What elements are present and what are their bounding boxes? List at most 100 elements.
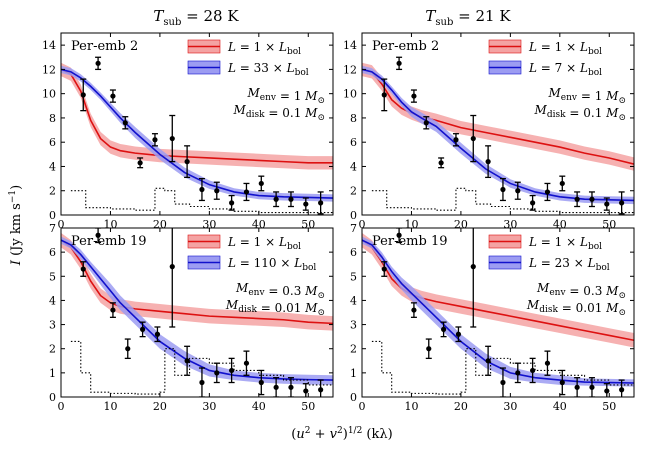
data-point bbox=[243, 350, 250, 376]
data-point bbox=[529, 194, 536, 211]
data-point bbox=[184, 345, 191, 376]
panel-bottom-right: 0 10 20 30 40 50 0 1 2 3 4 5 6 7 Per-emb 19 L = 1 × Lbo… bbox=[350, 222, 635, 413]
annotation: Menv = 1 M⊙ bbox=[548, 86, 627, 106]
y-tick-label: 0 bbox=[49, 209, 56, 222]
y-tick-label: 0 bbox=[350, 391, 357, 404]
panel-frame bbox=[361, 32, 635, 216]
data-marker bbox=[396, 60, 402, 66]
data-marker bbox=[243, 360, 250, 366]
data-point bbox=[213, 362, 220, 384]
x-tick-label: 40 bbox=[553, 400, 567, 413]
legend-entry: L = 1 × Lbol bbox=[187, 234, 301, 252]
y-tick-label: 0 bbox=[49, 391, 56, 404]
data-marker bbox=[381, 266, 387, 272]
data-marker bbox=[125, 346, 131, 352]
data-marker bbox=[169, 264, 175, 270]
data-marker bbox=[154, 331, 161, 337]
y-tick-label: 5 bbox=[350, 270, 357, 283]
data-marker bbox=[441, 326, 447, 332]
data-marker bbox=[258, 379, 264, 386]
y-tick-label: 6 bbox=[49, 136, 56, 149]
data-point bbox=[287, 377, 294, 397]
data-marker bbox=[530, 367, 536, 374]
data-point bbox=[574, 377, 581, 397]
data-point bbox=[287, 191, 294, 208]
data-point bbox=[470, 228, 477, 328]
y-tick-label: 8 bbox=[49, 112, 56, 125]
y-tick-label: 7 bbox=[350, 222, 357, 235]
data-point bbox=[588, 191, 595, 208]
data-point bbox=[438, 157, 445, 169]
data-marker bbox=[243, 189, 250, 195]
legend-label: L = 1 × Lbol bbox=[227, 235, 301, 252]
legend-label: L = 23 × Lbol bbox=[528, 256, 610, 273]
y-tick-label: 4 bbox=[350, 294, 357, 307]
series-line-0 bbox=[61, 239, 333, 325]
data-marker bbox=[288, 196, 294, 202]
data-point bbox=[559, 175, 566, 192]
panel-source-name: Per-emb 2 bbox=[71, 39, 138, 54]
legend-entry: L = 23 × Lbol bbox=[488, 255, 610, 273]
data-point bbox=[618, 191, 625, 215]
x-tick-label: 30 bbox=[503, 400, 517, 413]
data-marker bbox=[199, 186, 205, 193]
data-marker bbox=[411, 307, 417, 313]
data-marker bbox=[619, 200, 625, 206]
x-tick-label: 0 bbox=[359, 400, 366, 413]
y-tick-label: 5 bbox=[49, 270, 56, 283]
series-line-1 bbox=[61, 68, 333, 199]
plot-area bbox=[362, 56, 634, 215]
panel-source-name: Per-emb 19 bbox=[372, 234, 447, 249]
data-point bbox=[499, 367, 506, 397]
data-point bbox=[423, 116, 430, 130]
data-point bbox=[425, 338, 432, 360]
x-tick-label: 10 bbox=[103, 400, 117, 413]
x-tick-label: 0 bbox=[58, 218, 65, 231]
legend-label: L = 7 × Lbol bbox=[528, 61, 602, 78]
data-point bbox=[169, 228, 176, 328]
panel-frame bbox=[60, 32, 334, 216]
data-point bbox=[258, 175, 265, 192]
panel-source-name: Per-emb 2 bbox=[372, 39, 439, 54]
data-point bbox=[514, 362, 521, 384]
series-line-1 bbox=[362, 68, 634, 202]
legend-entry: L = 33 × Lbol bbox=[187, 60, 309, 78]
data-point bbox=[485, 145, 492, 179]
annotation: Menv = 0.3 M⊙ bbox=[235, 281, 325, 301]
data-marker bbox=[515, 370, 521, 376]
data-marker bbox=[470, 264, 476, 270]
data-marker bbox=[559, 180, 565, 187]
y-tick-label: 2 bbox=[49, 343, 56, 356]
data-marker bbox=[574, 196, 580, 202]
x-axis-title: (u2 + v2)1/2 (kλ) bbox=[291, 426, 392, 442]
y-tick-label: 4 bbox=[49, 160, 56, 173]
data-marker bbox=[214, 370, 220, 376]
series-band-0 bbox=[362, 62, 634, 171]
series-line-0 bbox=[61, 68, 333, 164]
data-marker bbox=[453, 137, 459, 143]
legend-entry: L = 7 × Lbol bbox=[488, 60, 602, 78]
data-point bbox=[317, 191, 324, 215]
data-marker bbox=[500, 186, 506, 193]
data-point bbox=[80, 261, 87, 277]
data-marker bbox=[214, 188, 220, 194]
data-marker bbox=[110, 93, 116, 99]
data-point bbox=[302, 197, 309, 211]
data-marker bbox=[95, 60, 101, 66]
data-marker bbox=[184, 159, 190, 165]
data-point bbox=[470, 114, 477, 163]
series-line-1 bbox=[362, 239, 634, 384]
data-point bbox=[588, 377, 595, 397]
data-marker bbox=[604, 201, 610, 207]
data-point bbox=[396, 228, 403, 244]
data-marker bbox=[574, 384, 580, 390]
plot-area bbox=[61, 56, 333, 215]
data-point bbox=[169, 114, 176, 163]
data-marker bbox=[438, 160, 444, 166]
legend-entry: L = 110 × Lbol bbox=[187, 255, 316, 273]
data-marker bbox=[95, 232, 101, 238]
y-tick-label: 10 bbox=[42, 88, 56, 101]
data-marker bbox=[110, 307, 116, 313]
